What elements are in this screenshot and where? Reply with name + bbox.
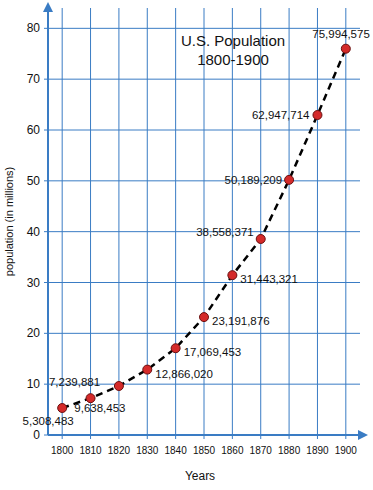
grid-line-x: [289, 8, 290, 435]
grid-line-x: [232, 8, 233, 435]
data-label: 62,947,714: [252, 109, 310, 121]
y-tick: [44, 130, 48, 131]
data-labels: 5,308,483 7,239,881 9,638,453 12,866,020 17,…: [23, 28, 370, 427]
x-tick-label: 1860: [221, 445, 244, 456]
x-axis-label: Years: [185, 469, 215, 483]
data-label: 75,994,575: [312, 28, 370, 40]
grid-line-y: [48, 282, 360, 283]
y-tick: [44, 231, 48, 232]
y-tick-label: 20: [27, 326, 41, 340]
data-point: [228, 271, 237, 280]
data-label: 23,191,876: [212, 315, 270, 327]
data-label: 5,308,483: [23, 415, 74, 427]
y-tick-label: 60: [27, 123, 41, 137]
data-label: 50,189,209: [225, 174, 283, 186]
x-tick-label: 1900: [335, 445, 358, 456]
x-tick: [260, 435, 261, 439]
data-label: 38,558,371: [196, 226, 254, 238]
data-label: 31,443,321: [240, 273, 298, 285]
y-tick-label: 80: [27, 21, 41, 35]
x-tick-label: 1810: [79, 445, 102, 456]
y-tick-label: 50: [27, 174, 41, 188]
y-tick-label: 10: [27, 377, 41, 391]
data-label: 17,069,453: [184, 346, 242, 358]
grid-line-y: [48, 333, 360, 334]
x-tick-label: 1870: [250, 445, 273, 456]
y-tick: [44, 435, 48, 436]
y-tick: [44, 384, 48, 385]
data-point: [171, 344, 180, 353]
y-tick: [44, 333, 48, 334]
data-point: [285, 175, 294, 184]
x-tick-label: 1830: [136, 445, 159, 456]
data-point: [114, 382, 123, 391]
x-tick: [62, 435, 63, 439]
grid-line-x: [62, 8, 63, 435]
x-tick: [317, 435, 318, 439]
x-tick-label: 1820: [108, 445, 131, 456]
y-tick-label: 70: [27, 72, 41, 86]
x-tick-label: 1840: [165, 445, 188, 456]
grid-line-y: [48, 79, 360, 80]
y-tick-label: 40: [27, 225, 41, 239]
data-point: [313, 111, 322, 120]
y-tick-label: 0: [33, 428, 40, 442]
data-point: [143, 365, 152, 374]
x-tick: [175, 435, 176, 439]
grid-line-x: [90, 8, 91, 435]
chart-container: 1800 1810 1820 1830 1840 1850 1860 1870 1880 1890…: [0, 0, 373, 490]
data-marks: [58, 44, 351, 412]
subtitle: 1800-1900: [197, 51, 269, 68]
x-tick-label: 1890: [306, 445, 329, 456]
data-point: [58, 404, 67, 413]
grid-line-y: [48, 130, 360, 131]
y-tick-label: 30: [27, 276, 41, 290]
y-tick: [44, 28, 48, 29]
background: [0, 0, 373, 490]
y-axis-line: [47, 8, 49, 435]
grid: [48, 8, 360, 435]
x-tick: [118, 435, 119, 439]
x-tick: [289, 435, 290, 439]
grid-line-y: [48, 180, 360, 181]
y-axis-label: population (in millions): [3, 167, 15, 276]
tick-labels: 1800 1810 1820 1830 1840 1850 1860 1870 1880 1890…: [27, 21, 358, 456]
y-tick: [44, 79, 48, 80]
data-line: [62, 49, 346, 408]
chart-svg: 1800 1810 1820 1830 1840 1850 1860 1870 1880 1890…: [0, 0, 373, 490]
x-tick: [147, 435, 148, 439]
y-axis-arrow: [43, 2, 53, 12]
x-tick: [345, 435, 346, 439]
x-tick-label: 1800: [51, 445, 74, 456]
data-label: 12,866,020: [155, 368, 213, 380]
data-label: 7,239,881: [49, 376, 100, 388]
grid-line-x: [345, 8, 346, 435]
x-tick: [232, 435, 233, 439]
grid-line-x: [118, 8, 119, 435]
x-tick: [204, 435, 205, 439]
axes: [43, 2, 368, 440]
title: U.S. Population: [181, 32, 285, 49]
x-tick-label: 1850: [193, 445, 216, 456]
data-point: [256, 234, 265, 243]
x-tick: [90, 435, 91, 439]
data-label: 9,638,453: [74, 402, 125, 414]
y-tick: [44, 282, 48, 283]
x-axis-arrow: [358, 430, 368, 440]
grid-line-x: [317, 8, 318, 435]
grid-line-x: [260, 8, 261, 435]
x-tick-label: 1880: [278, 445, 301, 456]
data-point: [200, 313, 209, 322]
data-point: [341, 44, 350, 53]
y-tick: [44, 180, 48, 181]
